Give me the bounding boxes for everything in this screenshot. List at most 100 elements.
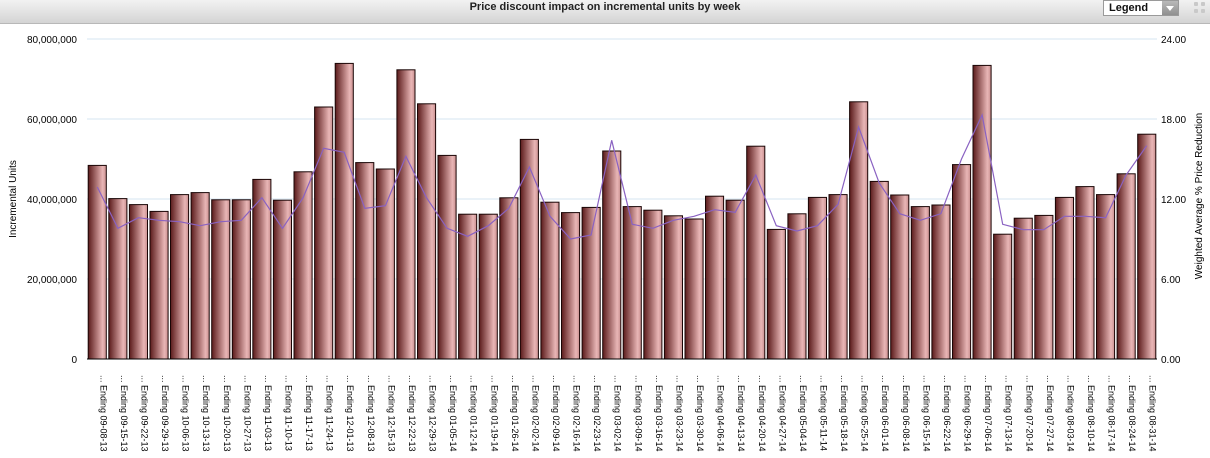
- bar[interactable]: [705, 195, 725, 360]
- bar[interactable]: [128, 204, 148, 360]
- x-tick-label: ... Ending 12-08-13: [366, 375, 376, 452]
- bar[interactable]: [1054, 196, 1075, 360]
- x-tick-label: ... Ending 05-18-14: [839, 375, 849, 452]
- bar[interactable]: [211, 199, 231, 360]
- bar[interactable]: [1013, 217, 1033, 360]
- bar[interactable]: [108, 198, 128, 360]
- chevron-down-icon[interactable]: [1162, 1, 1178, 15]
- grip-icon[interactable]: [1194, 2, 1206, 14]
- bar[interactable]: [499, 197, 519, 360]
- bar[interactable]: [314, 106, 334, 360]
- bar[interactable]: [746, 145, 766, 360]
- x-tick-label: ... Ending 03-09-14: [633, 375, 643, 452]
- bar[interactable]: [869, 180, 889, 360]
- bar[interactable]: [952, 164, 972, 360]
- bar[interactable]: [87, 164, 107, 360]
- bar[interactable]: [231, 199, 251, 360]
- bar[interactable]: [725, 199, 745, 360]
- x-tick-label: ... Ending 03-23-14: [674, 375, 684, 452]
- x-tick-label: ... Ending 08-24-14: [1127, 375, 1137, 452]
- bar[interactable]: [890, 194, 910, 360]
- x-tick-label: ... Ending 10-13-13: [201, 375, 211, 452]
- x-tick-label: ... Ending 09-15-13: [119, 375, 129, 452]
- x-tick-label: ... Ending 05-25-14: [860, 375, 870, 452]
- x-tick-label: ... Ending 09-08-13: [98, 375, 108, 452]
- x-tick-label: ... Ending 07-13-14: [1004, 375, 1014, 452]
- bar[interactable]: [437, 154, 457, 360]
- x-tick-label: ... Ending 08-03-14: [1065, 375, 1075, 452]
- x-tick-label: ... Ending 03-02-14: [613, 375, 623, 452]
- x-tick-label: ... Ending 02-02-14: [530, 375, 540, 452]
- bar[interactable]: [540, 201, 560, 360]
- bar[interactable]: [149, 210, 169, 360]
- x-tick-label: ... Ending 09-22-13: [139, 375, 149, 452]
- x-tick-label: ... Ending 06-15-14: [921, 375, 931, 452]
- x-tick-label: ... Ending 04-20-14: [757, 375, 767, 452]
- bar[interactable]: [849, 101, 869, 360]
- bar[interactable]: [1137, 133, 1157, 360]
- x-tick-label: ... Ending 12-15-13: [386, 375, 396, 452]
- bar[interactable]: [519, 138, 539, 360]
- x-tick-label: ... Ending 06-08-14: [901, 375, 911, 452]
- x-tick-label: ... Ending 04-27-14: [777, 375, 787, 452]
- bar[interactable]: [396, 69, 416, 360]
- bar[interactable]: [807, 196, 828, 360]
- bar[interactable]: [684, 218, 704, 360]
- x-tick-label: ... Ending 07-20-14: [1024, 375, 1034, 452]
- x-tick-label: ... Ending 03-16-14: [654, 375, 664, 452]
- bar[interactable]: [1034, 214, 1054, 360]
- bar[interactable]: [972, 64, 992, 360]
- x-tick-label: ... Ending 12-01-13: [345, 375, 355, 452]
- bar[interactable]: [622, 206, 642, 360]
- x-tick-label: ... Ending 02-23-14: [592, 375, 602, 452]
- x-tick-label: ... Ending 01-26-14: [510, 375, 520, 452]
- y-tick-label: 60,000,000: [27, 115, 77, 126]
- bar[interactable]: [170, 194, 190, 360]
- x-tick-label: ... Ending 01-19-14: [489, 375, 499, 452]
- bar[interactable]: [910, 206, 930, 360]
- y-tick-label: 20,000,000: [27, 275, 77, 286]
- bar[interactable]: [1075, 186, 1095, 360]
- x-tick-label: ... Ending 08-10-14: [1086, 375, 1096, 452]
- bar[interactable]: [272, 199, 292, 360]
- bar[interactable]: [828, 194, 848, 360]
- x-tick-label: ... Ending 05-04-14: [798, 375, 808, 452]
- x-tick-label: ... Ending 10-06-13: [181, 375, 191, 452]
- legend-dropdown[interactable]: Legend: [1103, 0, 1179, 16]
- bar[interactable]: [190, 192, 210, 360]
- bar[interactable]: [581, 206, 601, 360]
- bar[interactable]: [417, 103, 437, 360]
- bar[interactable]: [334, 62, 354, 360]
- x-tick-label: ... Ending 07-27-14: [1045, 375, 1055, 452]
- bar[interactable]: [375, 168, 395, 360]
- x-tick-label: ... Ending 08-31-14: [1148, 375, 1158, 452]
- title-bar: Price discount impact on incremental uni…: [0, 0, 1210, 24]
- x-tick-label: ... Ending 10-27-13: [242, 375, 252, 452]
- y2-tick-label: 24.00: [1161, 35, 1186, 46]
- y-tick-label: 40,000,000: [27, 195, 77, 206]
- bar[interactable]: [663, 215, 684, 360]
- x-tick-label: ... Ending 04-13-14: [736, 375, 746, 452]
- bar[interactable]: [602, 150, 622, 360]
- y-tick-label: 0: [71, 355, 77, 366]
- x-tick-label: ... Ending 05-11-14: [819, 375, 829, 451]
- y2-tick-label: 0.00: [1161, 355, 1181, 366]
- bar[interactable]: [1116, 173, 1136, 360]
- bar[interactable]: [766, 228, 786, 360]
- x-tick-label: ... Ending 07-06-14: [983, 375, 993, 452]
- price-reduction-line[interactable]: [96, 113, 1148, 240]
- bar[interactable]: [931, 204, 951, 360]
- bar[interactable]: [643, 209, 663, 360]
- bar[interactable]: [993, 233, 1013, 360]
- bar[interactable]: [561, 212, 581, 360]
- bar[interactable]: [293, 171, 313, 360]
- bar[interactable]: [1096, 194, 1116, 360]
- x-tick-label: ... Ending 12-22-13: [407, 375, 417, 452]
- x-tick-label: ... Ending 06-22-14: [942, 375, 952, 452]
- x-tick-label: ... Ending 06-01-14: [880, 375, 890, 452]
- bar[interactable]: [478, 213, 498, 360]
- x-tick-label: ... Ending 01-12-14: [469, 375, 479, 452]
- legend-dropdown-label: Legend: [1109, 2, 1149, 14]
- bar[interactable]: [787, 213, 807, 360]
- y2-tick-label: 12.00: [1161, 195, 1186, 206]
